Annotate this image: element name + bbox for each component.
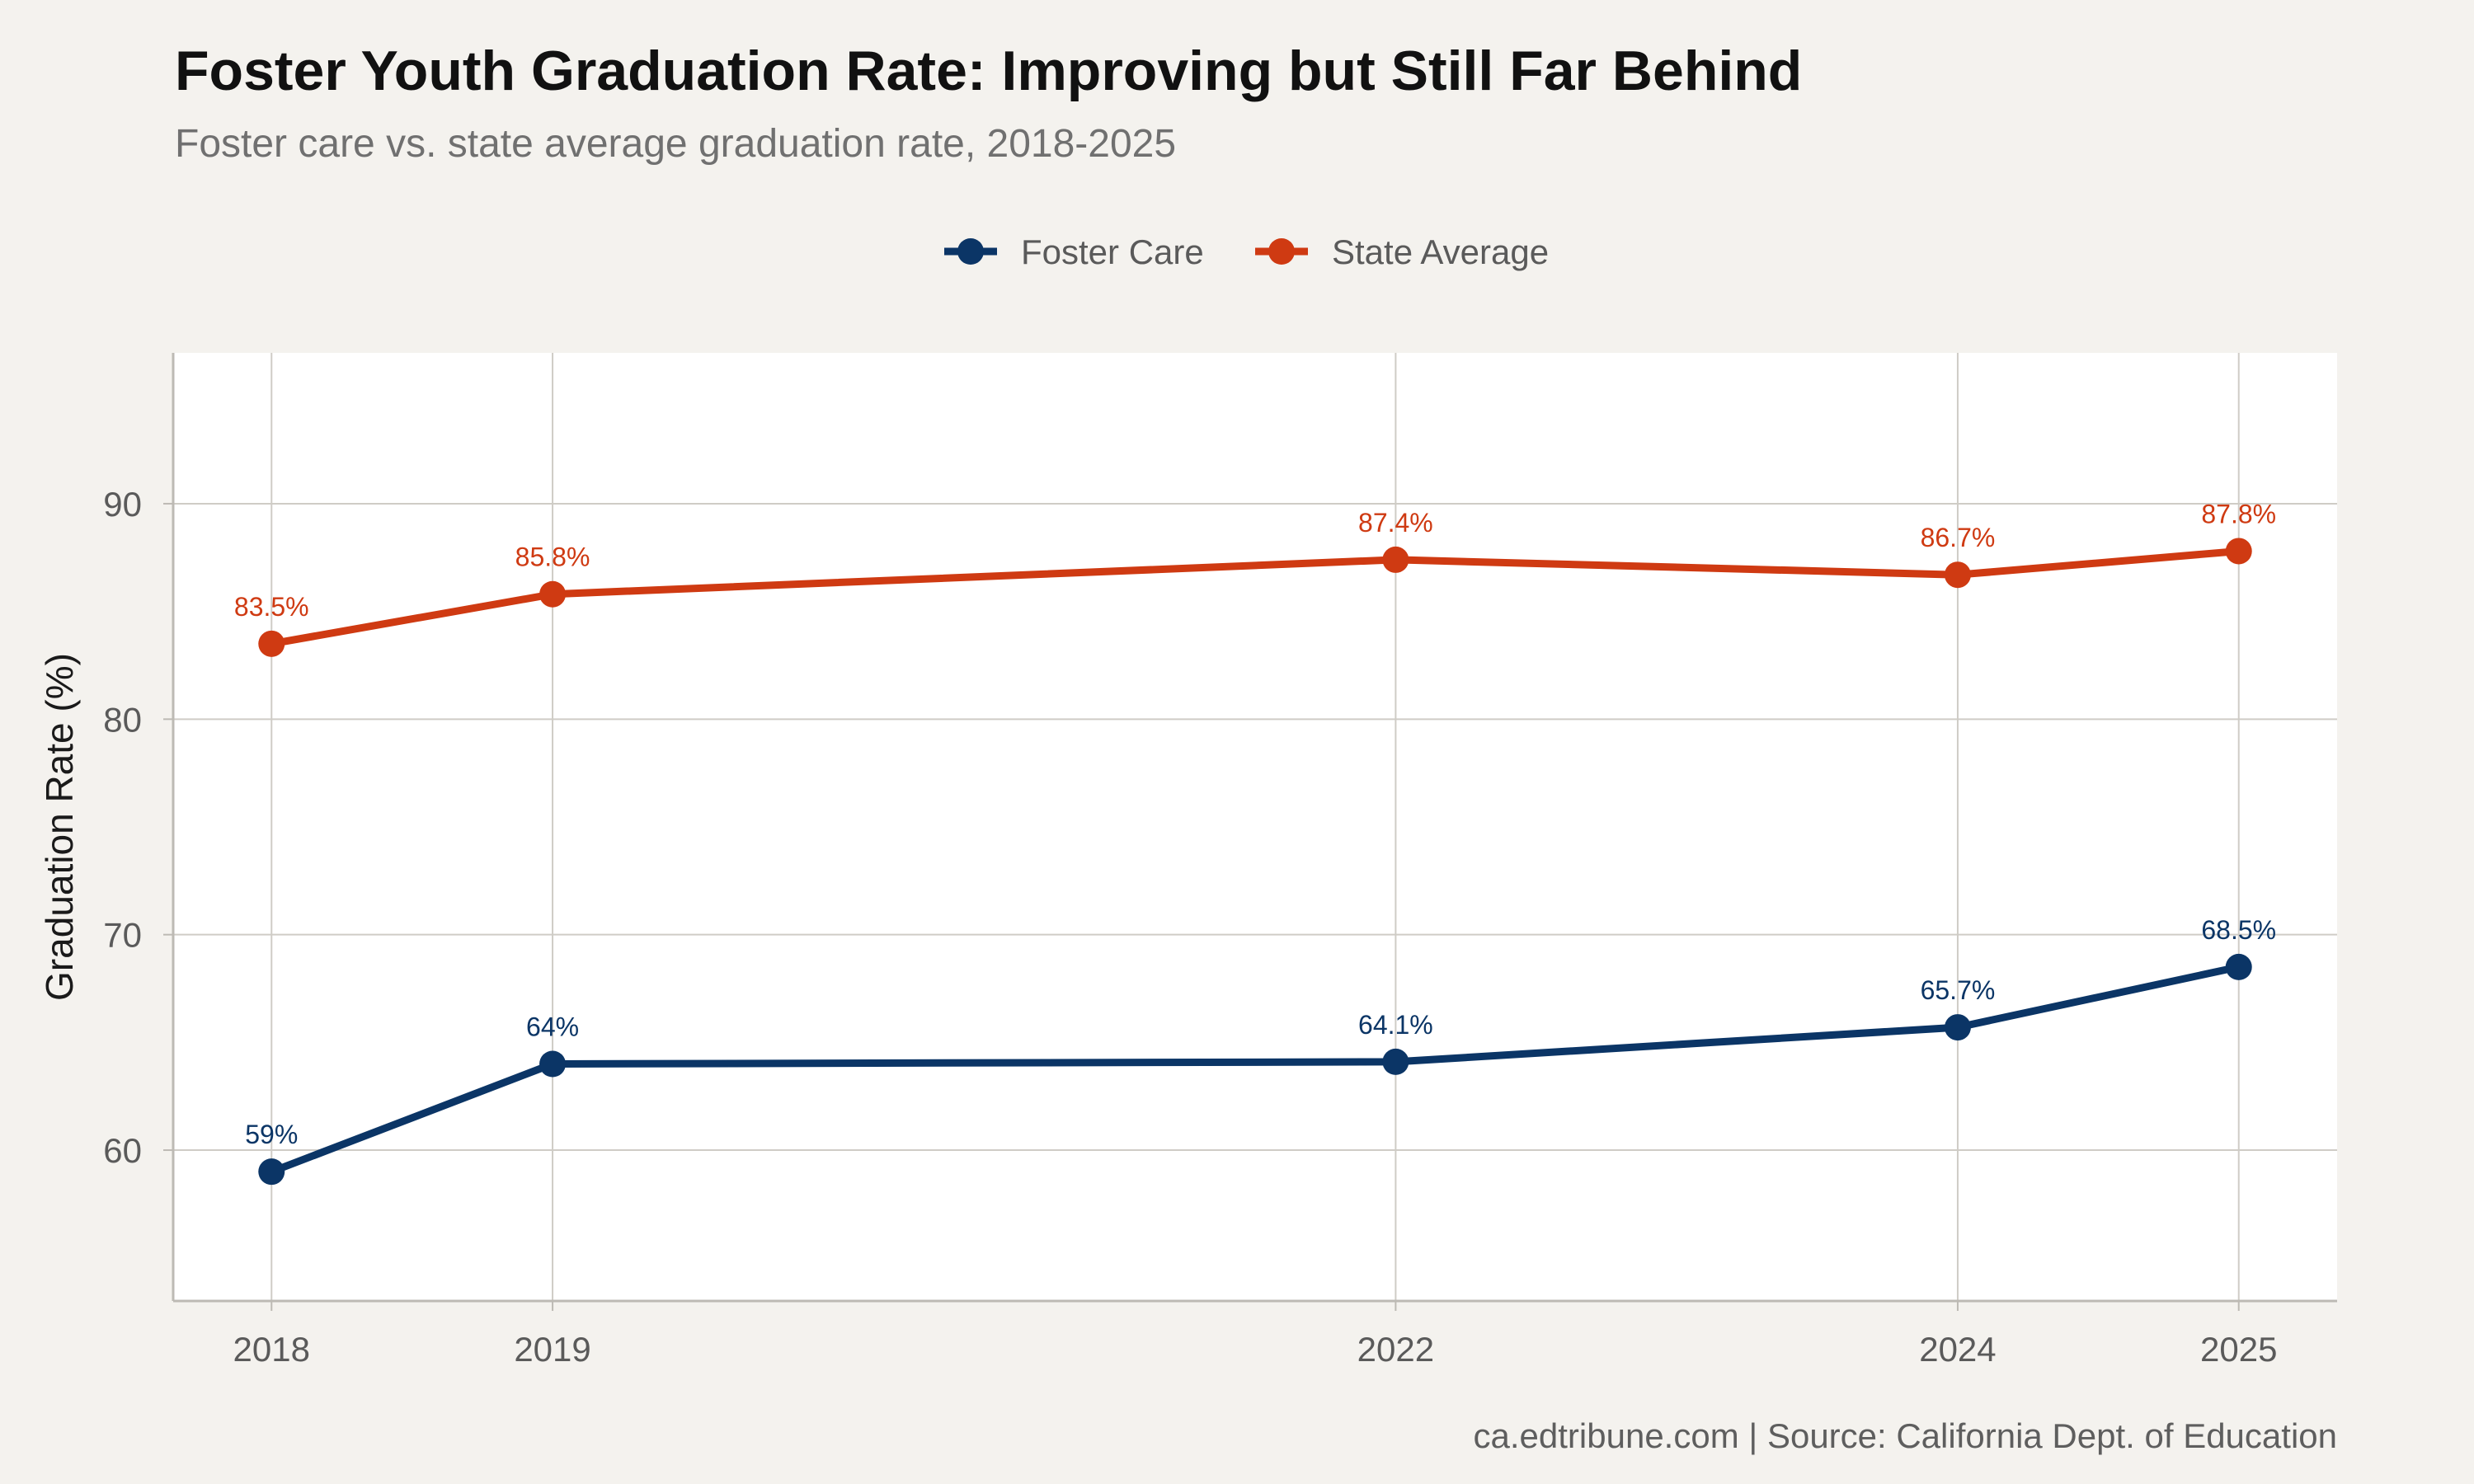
data-point-foster-care xyxy=(1944,1014,1971,1041)
data-label-state-average: 86.7% xyxy=(1921,523,1996,552)
data-point-foster-care xyxy=(1382,1048,1409,1075)
y-tick-label: 60 xyxy=(103,1131,142,1170)
data-point-foster-care xyxy=(2225,953,2252,980)
data-label-state-average: 87.4% xyxy=(1358,508,1433,538)
data-point-state-average xyxy=(539,580,567,608)
chart-caption: ca.edtribune.com | Source: California De… xyxy=(1473,1416,2337,1455)
data-label-foster-care: 64% xyxy=(526,1012,579,1042)
data-point-foster-care xyxy=(258,1158,285,1186)
series-layer: 59% 64% 64.1% 65.7% 68.5% 83.5% 85.8% 87.4% 86.7… xyxy=(234,499,2276,1186)
data-point-state-average xyxy=(2225,538,2252,565)
y-axis-title: Graduation Rate (%) xyxy=(38,653,81,1001)
data-label-foster-care: 68.5% xyxy=(2201,915,2276,945)
data-label-state-average: 85.8% xyxy=(515,542,590,572)
legend-label-foster-care: Foster Care xyxy=(1021,232,1204,271)
plot-panel xyxy=(173,353,2337,1301)
legend-label-state-average: State Average xyxy=(1332,232,1549,271)
y-tick-label: 90 xyxy=(103,485,142,524)
gridlines xyxy=(173,353,2337,1301)
data-point-state-average xyxy=(1944,561,1971,589)
legend: Foster Care State Average xyxy=(944,232,1549,271)
data-label-foster-care: 65.7% xyxy=(1921,975,1996,1005)
chart-title: Foster Youth Graduation Rate: Improving … xyxy=(175,40,1803,102)
data-label-foster-care: 59% xyxy=(245,1120,298,1149)
x-tick-label: 2024 xyxy=(1919,1330,1996,1369)
y-tick-label: 70 xyxy=(103,916,142,955)
legend-key-point-state-average xyxy=(1268,238,1295,265)
data-point-state-average xyxy=(1382,546,1409,573)
data-point-foster-care xyxy=(539,1050,567,1078)
x-tick-label: 2019 xyxy=(514,1330,590,1369)
y-tick-label: 80 xyxy=(103,700,142,739)
data-point-state-average xyxy=(258,630,285,657)
x-tick-label: 2018 xyxy=(233,1330,310,1369)
chart-subtitle: Foster care vs. state average graduation… xyxy=(175,122,1177,166)
x-tick-label: 2022 xyxy=(1357,1330,1434,1369)
data-label-foster-care: 64.1% xyxy=(1358,1010,1433,1040)
data-label-state-average: 83.5% xyxy=(234,592,309,622)
x-tick-label: 2025 xyxy=(2200,1330,2277,1369)
axes: 60 70 80 90 2018 2019 2022 2024 2025 xyxy=(103,353,2337,1369)
legend-key-point-foster-care xyxy=(957,238,984,265)
data-label-state-average: 87.8% xyxy=(2201,499,2276,528)
